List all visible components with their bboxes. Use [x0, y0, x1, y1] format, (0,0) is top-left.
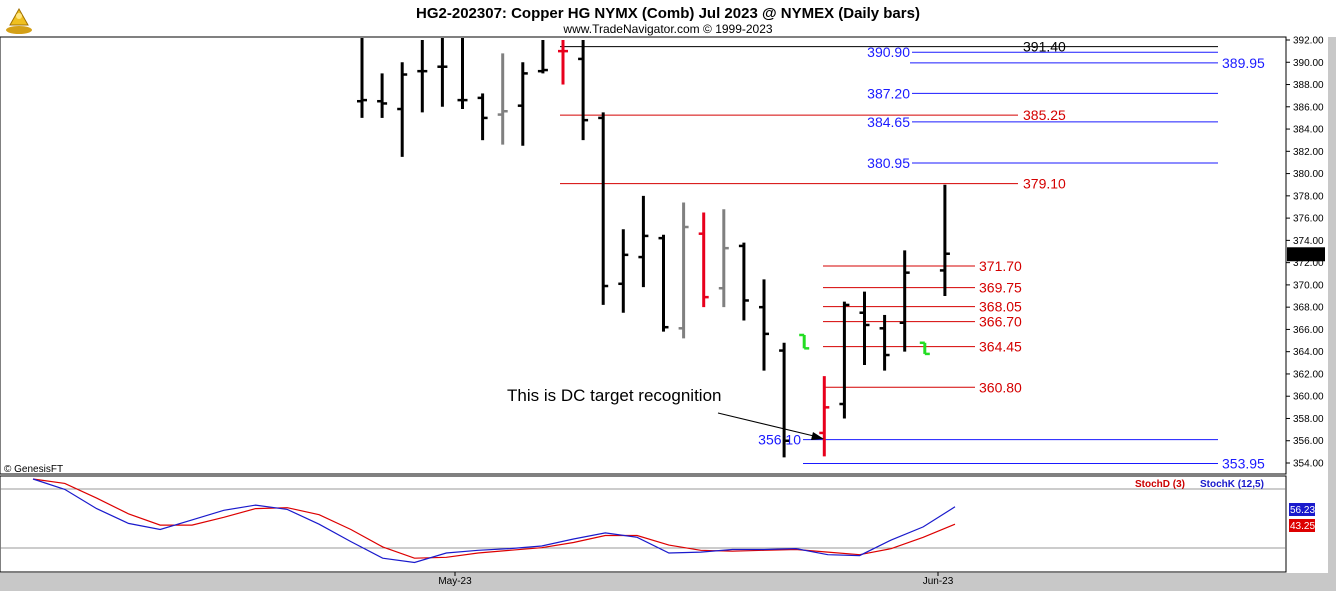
y-tick-label: 392.00 [1293, 36, 1324, 47]
level-label: 366.70 [979, 314, 1022, 330]
y-tick-label: 372.00 [1293, 258, 1324, 269]
annotation-group: This is DC target recognition [507, 386, 824, 440]
stoch-d-value: 43.25 [1290, 521, 1315, 532]
level-label: 369.75 [979, 280, 1022, 296]
last-price-badge [1287, 247, 1325, 262]
y-tick-label: 380.00 [1293, 169, 1324, 180]
y-tick-label: 374.00 [1293, 236, 1324, 247]
y-tick-label: 388.00 [1293, 80, 1324, 91]
stoch-k-badge [1289, 503, 1315, 516]
target-levels: 391.40 390.90 389.95 387.20 385.25 384.65 380.… [560, 39, 1265, 472]
y-tick-label: 376.00 [1293, 214, 1324, 225]
date-axis-labels: May-23 Jun-23 [438, 572, 954, 587]
level-label: 385.25 [1023, 107, 1066, 123]
y-tick-label: 358.00 [1293, 414, 1324, 425]
date-axis[interactable] [0, 573, 1328, 591]
right-scroll-strip[interactable] [1328, 37, 1336, 591]
level-label: 360.80 [979, 379, 1022, 395]
level-label: 387.20 [867, 85, 910, 101]
y-tick-label: 354.00 [1293, 459, 1324, 470]
y-tick-label: 362.00 [1293, 369, 1324, 380]
chart-title: HG2-202307: Copper HG NYMX (Comb) Jul 20… [416, 5, 920, 22]
last-price-label: 372.75 [1289, 250, 1320, 261]
stoch-k-line [32, 478, 956, 564]
level-label: 380.95 [867, 155, 910, 171]
copyright-label: © GenesisFT [4, 464, 63, 475]
y-tick-label: 378.00 [1293, 191, 1324, 202]
chart-subtitle: www.TradeNavigator.com © 1999-2023 [562, 22, 772, 36]
annotation-text: This is DC target recognition [507, 386, 721, 405]
logo-icon [6, 7, 32, 34]
y-tick-label: 366.00 [1293, 325, 1324, 336]
y-tick-label: 390.00 [1293, 58, 1324, 69]
y-tick-label: 370.00 [1293, 280, 1324, 291]
x-tick-label: Jun-23 [923, 576, 954, 587]
header-bar [0, 0, 1336, 38]
stochastic-pane [0, 475, 1287, 573]
stoch-d-badge [1289, 519, 1315, 532]
ohlc-bars [357, 38, 950, 458]
y-tick-label: 382.00 [1293, 147, 1324, 158]
x-tick-label: May-23 [438, 576, 472, 587]
y-tick-label: 384.00 [1293, 125, 1324, 136]
y-tick-label: 360.00 [1293, 392, 1324, 403]
y-tick-label: 356.00 [1293, 436, 1324, 447]
level-label: 389.95 [1222, 55, 1265, 71]
level-label: 390.90 [867, 44, 910, 60]
annotation-arrow-line [717, 412, 819, 438]
stoch-k-legend: StochK (12,5) [1200, 479, 1264, 490]
price-axis-ticks: 392.00 390.00 388.00 386.00 384.00 382.00 380.… [1286, 36, 1325, 470]
level-label: 353.95 [1222, 456, 1265, 472]
level-label: 356.10 [758, 432, 801, 448]
stochastic-lines [32, 478, 956, 564]
level-label: 368.05 [979, 299, 1022, 315]
annotation-arrow-head [811, 432, 824, 440]
stoch-k-value: 56.23 [1290, 505, 1315, 516]
level-label: 379.10 [1023, 176, 1066, 192]
level-label: 364.45 [979, 339, 1022, 355]
level-label: 391.40 [1023, 39, 1066, 55]
level-label: 384.65 [867, 114, 910, 130]
y-tick-label: 386.00 [1293, 102, 1324, 113]
stoch-d-legend: StochD (3) [1135, 479, 1185, 490]
y-tick-label: 364.00 [1293, 347, 1324, 358]
y-tick-label: 368.00 [1293, 303, 1324, 314]
level-label: 371.70 [979, 258, 1022, 274]
